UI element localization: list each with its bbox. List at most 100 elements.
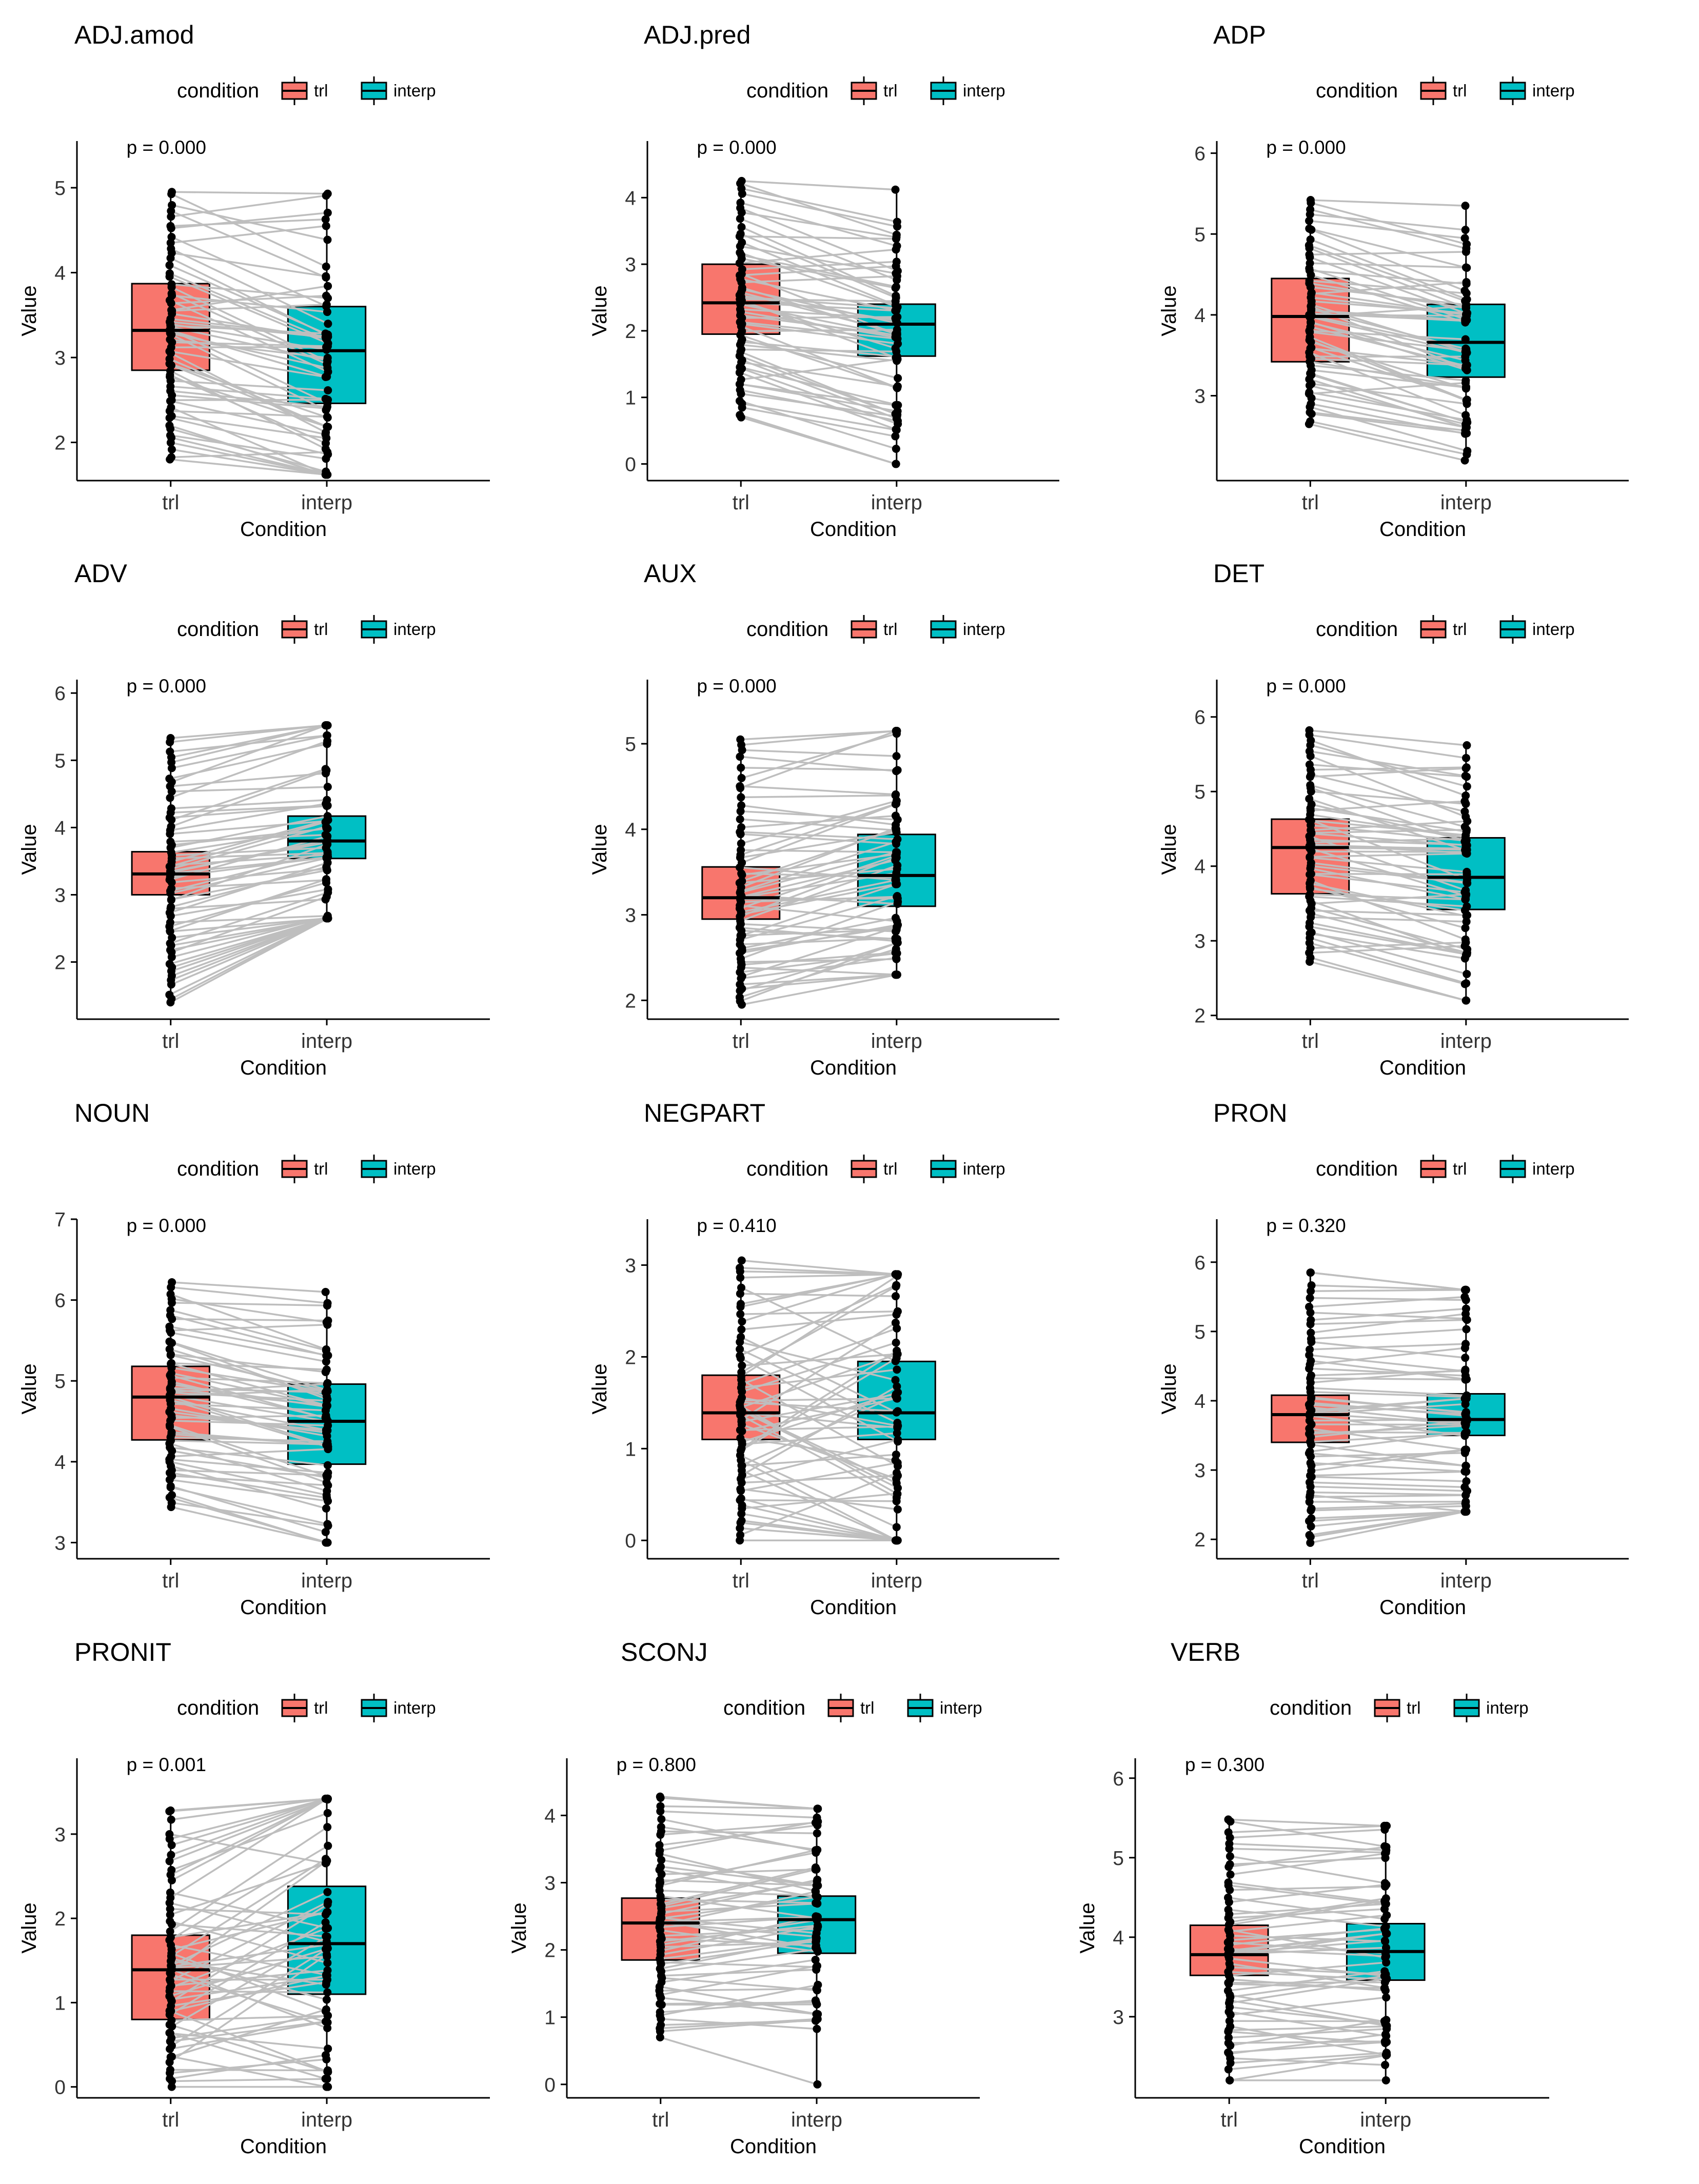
y-tick-label: 3 [1194,930,1206,952]
paired-line [170,833,326,843]
point-interp [1461,1497,1470,1506]
point-trl [166,455,174,464]
point-trl [1307,1316,1315,1324]
p-value-label: p = 0.000 [697,137,776,158]
point-interp [892,283,900,291]
paired-line [741,1379,898,1467]
x-tick-label-trl: trl [162,491,179,514]
point-trl [1224,2065,1233,2074]
point-trl [736,198,745,207]
point-interp [322,1980,330,1989]
paired-line [659,1986,818,2015]
point-interp [812,1929,821,1937]
paired-line [171,1948,328,2047]
point-trl [166,998,175,1007]
paired-line [741,348,897,353]
paired-line [1230,2026,1387,2056]
x-tick-label-trl: trl [733,1030,749,1053]
paired-line [740,756,897,772]
legend: condition trl interp [1316,76,1575,105]
point-trl [737,801,746,810]
y-tick-label: 2 [54,952,66,974]
paired-line [1311,832,1467,846]
point-trl [166,222,175,230]
paired-line [170,380,328,391]
paired-line [170,825,327,870]
point-trl [737,763,745,772]
point-interp [1461,347,1470,356]
point-interp [893,242,901,250]
point-interp [1461,846,1470,855]
paired-line [661,1830,817,1834]
point-interp [322,331,331,340]
point-interp [322,345,331,354]
point-trl [737,1516,746,1525]
point-trl [166,1290,175,1299]
paired-line [1309,1354,1466,1372]
point-trl [166,2066,174,2074]
paired-line [1309,750,1466,777]
legend: condition trl interp [746,76,1005,105]
paired-line [1310,767,1466,778]
y-axis-title: Value [18,285,41,336]
paired-line [171,451,328,459]
point-interp [323,1461,332,1470]
paired-line [169,275,329,345]
paired-line [1310,1402,1466,1417]
y-tick-label: 3 [625,905,636,927]
point-interp [323,1794,331,1803]
chart-title: ADV [74,559,127,588]
point-trl [1306,781,1315,789]
paired-line [171,294,328,313]
point-interp [322,1318,331,1326]
point-interp [892,257,901,266]
point-interp [322,1478,331,1487]
point-interp [324,386,332,394]
point-trl [737,1000,746,1009]
paired-line [170,917,328,932]
x-axis-title: Condition [1379,1057,1466,1079]
point-interp [892,752,901,761]
point-interp [892,1536,900,1545]
point-trl [736,1352,744,1360]
y-tick-label: 2 [54,432,66,454]
paired-line [740,1459,897,1541]
point-trl [165,269,174,278]
paired-line [169,272,327,341]
point-interp [893,410,902,419]
legend-label-interp: interp [1532,81,1575,100]
point-interp [323,1888,332,1896]
paired-line [1228,1897,1385,1920]
paired-line [1310,372,1468,424]
paired-line [742,1397,897,1432]
point-interp [1380,1842,1389,1851]
point-interp [322,769,330,778]
paired-line [742,287,898,335]
paired-line [1309,922,1467,956]
point-interp [1461,1296,1470,1304]
point-interp [1461,935,1470,944]
paired-line [1230,1934,1386,1942]
paired-line [740,344,897,362]
point-interp [1382,1993,1391,2002]
paired-line [740,1527,897,1541]
paired-line [171,1903,328,2002]
paired-line [741,242,896,306]
p-value-label: p = 0.800 [617,1754,696,1775]
paired-line [171,252,326,277]
paired-line [1309,942,1466,985]
point-interp [811,1955,820,1964]
y-tick-label: 4 [1113,1927,1124,1949]
paired-line [169,917,327,996]
paired-line [661,1948,817,1973]
legend-label-interp: interp [1532,1159,1575,1178]
y-tick-label: 2 [54,1908,66,1930]
paired-line [171,1798,328,1881]
point-trl [1223,1893,1232,1902]
paired-line [1310,411,1466,432]
point-trl [655,1841,664,1850]
y-tick-label: 5 [54,1371,66,1393]
point-interp [1461,376,1470,385]
point-trl [165,960,174,968]
point-interp [1460,1507,1469,1516]
